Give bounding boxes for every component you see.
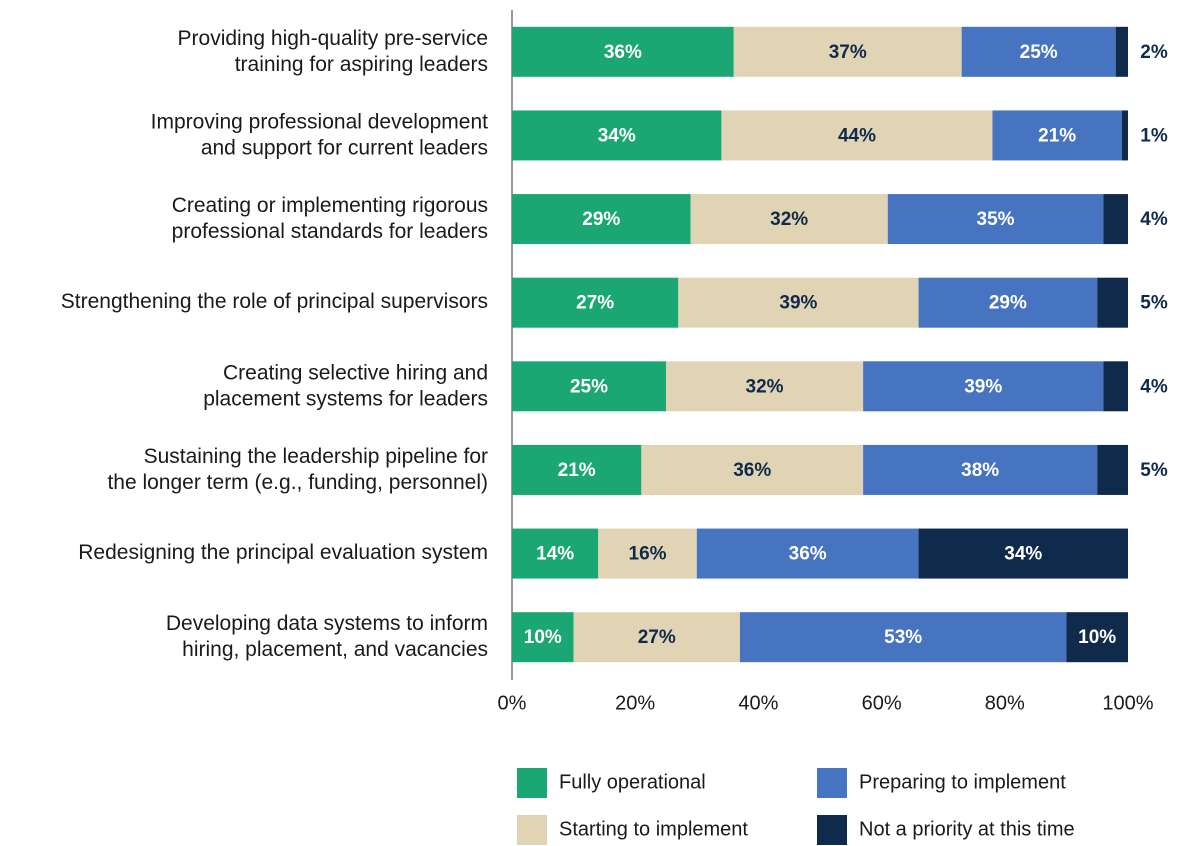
category-label: Developing data systems to inform hiring,…	[166, 612, 488, 661]
value-label: 5%	[1140, 460, 1168, 481]
value-label: 2%	[1140, 42, 1168, 63]
legend-swatch	[817, 768, 847, 798]
bar-segment	[512, 194, 691, 245]
value-label: 39%	[779, 293, 817, 314]
bar-segment	[512, 110, 722, 161]
x-tick-label: 40%	[738, 692, 778, 714]
legend-swatch	[517, 768, 547, 798]
value-label: 37%	[829, 42, 867, 63]
bar-segment	[918, 528, 1128, 579]
bar-segment	[696, 528, 919, 579]
legend-swatch	[517, 815, 547, 845]
value-label: 21%	[1038, 125, 1076, 146]
value-label: 36%	[789, 544, 827, 565]
value-label: 25%	[1020, 42, 1058, 63]
value-label: 44%	[838, 125, 876, 146]
x-tick-label: 60%	[862, 692, 902, 714]
bar-segment	[512, 26, 734, 77]
bar-segment	[863, 361, 1104, 412]
bar-segment	[598, 528, 697, 579]
bar-segment	[887, 194, 1104, 245]
value-label: 1%	[1140, 125, 1168, 146]
bar-segment	[1097, 444, 1128, 495]
category-label: Sustaining the leadership pipeline for th…	[107, 444, 488, 493]
value-label: 39%	[964, 376, 1002, 397]
bar-segment	[1103, 194, 1128, 245]
value-label: 32%	[770, 209, 808, 230]
value-label: 16%	[629, 544, 667, 565]
category-label: Creating selective hiring and placement s…	[203, 361, 488, 410]
bar-segment	[992, 110, 1122, 161]
value-label: 25%	[570, 376, 608, 397]
bar-segment	[1097, 277, 1128, 328]
value-label: 36%	[733, 460, 771, 481]
bar-segment	[918, 277, 1098, 328]
bar-segment	[733, 26, 962, 77]
bar-segment	[1066, 612, 1128, 663]
value-label: 35%	[977, 209, 1015, 230]
category-label: Improving professional development and su…	[151, 110, 489, 159]
value-label: 53%	[884, 627, 922, 648]
x-tick-label: 0%	[498, 692, 527, 714]
bar-segment	[512, 612, 574, 663]
bar-segment	[512, 528, 599, 579]
bar-segment	[512, 444, 642, 495]
bar-segment	[739, 612, 1067, 663]
x-tick-label: 80%	[985, 692, 1025, 714]
value-label: 10%	[1078, 627, 1116, 648]
category-label: Providing high-quality pre-service traini…	[178, 26, 488, 75]
value-label: 27%	[638, 627, 676, 648]
legend-label: Fully operational	[559, 771, 706, 793]
legend-label: Starting to implement	[559, 818, 748, 840]
value-label: 10%	[524, 627, 562, 648]
bar-segment	[721, 110, 993, 161]
value-label: 5%	[1140, 293, 1168, 314]
x-tick-label: 100%	[1102, 692, 1153, 714]
value-label: 36%	[604, 42, 642, 63]
value-label: 29%	[582, 209, 620, 230]
bar-segment	[641, 444, 864, 495]
value-label: 29%	[989, 293, 1027, 314]
bar-segment	[690, 194, 888, 245]
value-label: 27%	[576, 293, 614, 314]
value-label: 21%	[558, 460, 596, 481]
bar-segment	[512, 361, 666, 412]
bar-segment	[863, 444, 1098, 495]
legend-label: Not a priority at this time	[859, 818, 1075, 840]
bar-segment	[666, 361, 864, 412]
value-label: 4%	[1140, 209, 1168, 230]
value-label: 34%	[1004, 544, 1042, 565]
category-label: Strengthening the role of principal supe…	[61, 290, 488, 313]
bar-segment	[1115, 26, 1128, 77]
value-label: 38%	[961, 460, 999, 481]
value-label: 32%	[746, 376, 784, 397]
category-label: Creating or implementing rigorous profess…	[172, 194, 488, 243]
bar-segment	[961, 26, 1116, 77]
bar-segment	[512, 277, 679, 328]
x-tick-label: 20%	[615, 692, 655, 714]
bar-segment	[1121, 110, 1128, 161]
bar-segment	[1103, 361, 1128, 412]
legend-swatch	[817, 815, 847, 845]
value-label: 14%	[536, 544, 574, 565]
bar-segment	[573, 612, 740, 663]
value-label: 4%	[1140, 376, 1168, 397]
value-label: 34%	[598, 125, 636, 146]
legend-label: Preparing to implement	[859, 771, 1066, 793]
category-label: Redesigning the principal evaluation sys…	[78, 541, 488, 564]
bar-segment	[678, 277, 919, 328]
